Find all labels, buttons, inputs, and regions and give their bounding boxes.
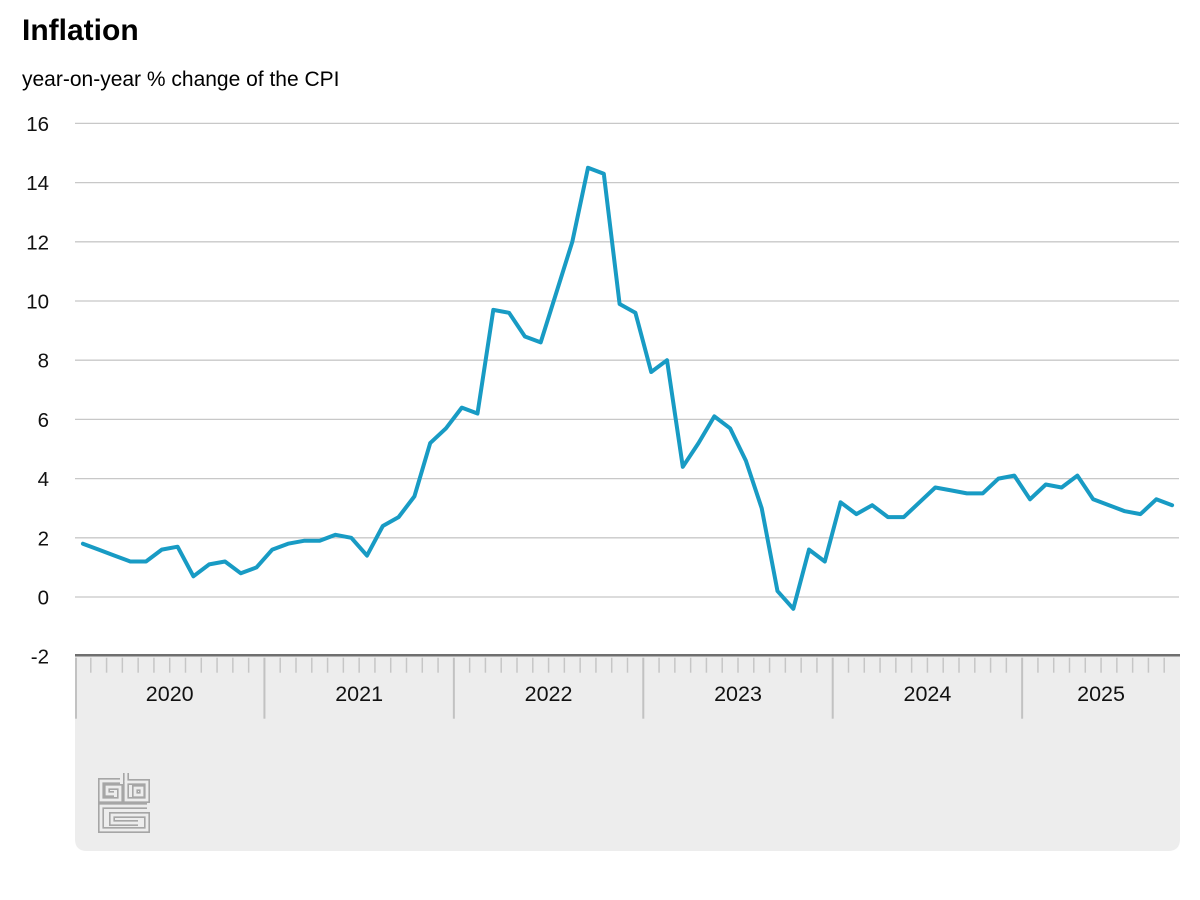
y-label-2: 2 xyxy=(38,527,49,550)
year-label-2022: 2022 xyxy=(525,682,573,706)
y-label--2: -2 xyxy=(31,646,49,669)
y-label-10: 10 xyxy=(26,291,49,314)
x-axis-band xyxy=(75,653,1180,851)
year-label-2024: 2024 xyxy=(904,682,952,706)
year-label-2025: 2025 xyxy=(1077,682,1125,706)
gridlines xyxy=(75,122,1179,598)
cbs-logo-icon xyxy=(98,773,150,833)
year-label-2020: 2020 xyxy=(146,682,194,706)
year-label-2023: 2023 xyxy=(714,682,762,706)
y-label-6: 6 xyxy=(38,409,49,432)
cpi-inflation-line xyxy=(80,165,1175,611)
year-label-2021: 2021 xyxy=(335,682,383,706)
axis-band xyxy=(75,656,1180,851)
axis-ticks xyxy=(75,657,1165,719)
y-label-16: 16 xyxy=(26,113,49,136)
x-axis-year-labels: 2020 2021 2022 2023 2024 2025 xyxy=(146,682,1125,706)
y-label-8: 8 xyxy=(38,350,49,373)
y-label-12: 12 xyxy=(26,231,49,254)
y-label-4: 4 xyxy=(38,468,49,491)
chart-subtitle: year-on-year % change of the CPI xyxy=(22,68,340,91)
chart-title: Inflation xyxy=(22,14,139,47)
y-axis-labels: 16 14 12 10 8 6 4 2 0 -2 xyxy=(26,113,49,669)
y-label-14: 14 xyxy=(26,172,49,195)
data-series xyxy=(80,165,1175,611)
y-label-0: 0 xyxy=(38,587,49,610)
